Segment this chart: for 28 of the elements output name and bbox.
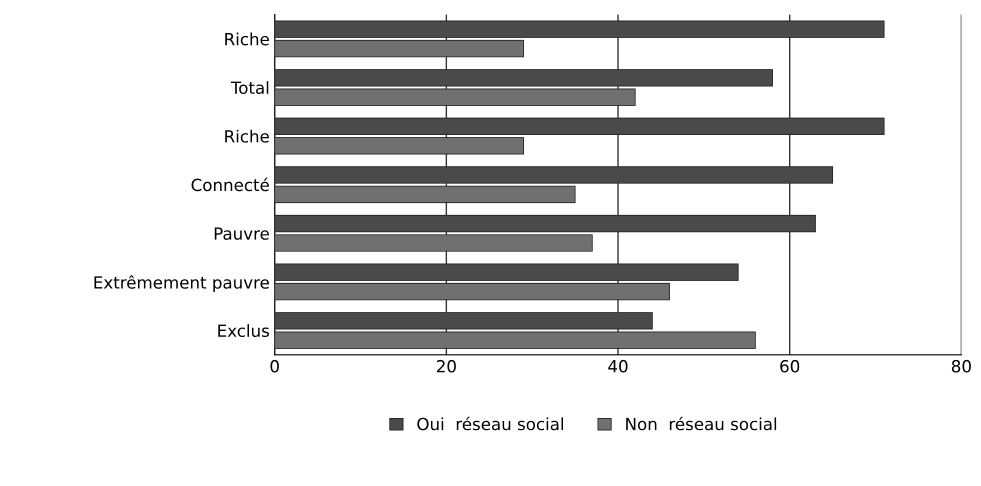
bar	[274, 186, 576, 204]
bar	[274, 263, 739, 281]
legend-label: Non réseau social	[626, 416, 776, 430]
bar	[274, 312, 653, 330]
bar	[274, 88, 636, 106]
x-tick-label: 20	[436, 360, 456, 373]
y-tick-label: Riche	[225, 130, 269, 143]
y-tick-label: Total	[230, 81, 268, 94]
y-tick-label: Pauvre	[214, 227, 269, 240]
bar	[274, 137, 524, 154]
y-tick-label: Extrêmement pauvre	[94, 275, 269, 292]
bar	[274, 234, 593, 252]
bar	[274, 332, 756, 349]
y-tick-label: Connecté	[192, 178, 269, 192]
x-tick-label: 80	[952, 360, 971, 373]
x-tick-label: 0	[270, 360, 279, 373]
y-tick-label: Riche	[225, 32, 269, 46]
bar	[274, 282, 670, 300]
bar	[274, 214, 816, 232]
bar	[274, 69, 773, 86]
bar	[274, 118, 885, 136]
bar	[274, 20, 885, 38]
bar	[274, 166, 834, 184]
bar	[274, 40, 524, 58]
x-tick-label: 40	[608, 360, 628, 373]
x-tick-label: 60	[780, 360, 800, 373]
legend-label: Oui réseau social	[417, 416, 564, 430]
y-tick-label: Exclus	[218, 324, 270, 338]
